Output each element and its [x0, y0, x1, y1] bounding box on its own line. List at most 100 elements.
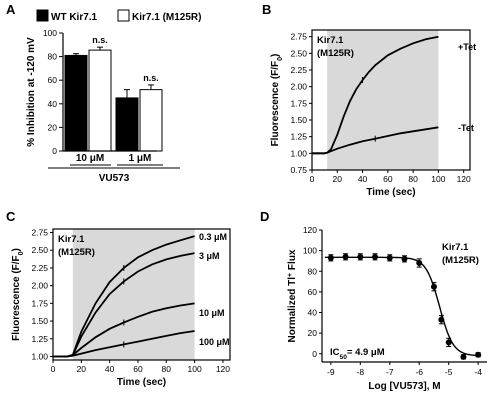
data-point [372, 253, 379, 260]
y-tick-label: 1.25 [31, 334, 48, 344]
y-tick-label: 1.50 [290, 115, 307, 125]
series-label: 3 μM [199, 251, 220, 261]
data-point [401, 255, 408, 262]
y-tick-label-d: 40 [308, 308, 318, 318]
series-label: 100 μM [199, 337, 230, 347]
group-label-vu573: VU573 [99, 173, 130, 184]
y-tick-label-a: 60 [48, 75, 58, 85]
y-tick-label: 2.25 [31, 263, 48, 273]
y-tick-label-d: 80 [308, 266, 318, 276]
chart-title-line-1: Kir7.1 [317, 35, 344, 46]
ns-annotation: n.s. [143, 73, 159, 83]
y-tick-label: 2.25 [290, 65, 307, 75]
x-axis-label-d: Log [VU573], M [368, 381, 440, 392]
x-tick-label: 100 [188, 364, 202, 374]
y-tick-label-a: 80 [48, 52, 58, 62]
data-point [386, 254, 393, 261]
plot-frame [311, 29, 471, 171]
y-tick-label: 1.50 [31, 316, 48, 326]
legend-swatch-wt [36, 9, 49, 22]
panel-d: D 0 20 40 60 80 100 120 -9 -8 -7 -6 -5 -4 Log [VU573],… [260, 209, 487, 392]
y-tick-label: 2.00 [290, 82, 307, 92]
chart-title-line-2: (M125R) [58, 247, 95, 258]
y-tick-label: 2.75 [31, 228, 48, 238]
series-label: -Tet [458, 123, 474, 133]
x-tick-label-d: -6 [415, 367, 423, 377]
data-point [475, 351, 482, 358]
data-point [327, 254, 334, 261]
y-axis-label: Fluorescence (F/F0) [270, 54, 284, 147]
legend-label-wt: WT Kir7.1 [51, 12, 98, 23]
ns-annotation: n.s. [92, 35, 108, 45]
panel-c: C 0 20 40 60 80 100 120 1.00 1.25 1.50 1.75 2.00 2.25… [6, 209, 231, 388]
y-tick-label: 1.00 [31, 351, 48, 361]
chart-title-line-1-d: Kir7.1 [442, 242, 469, 253]
y-tick-label: 1.25 [290, 132, 307, 142]
category-label-1um: 1 μM [129, 153, 152, 164]
y-tick-label-a: 100 [43, 28, 57, 38]
x-tick-label: 20 [77, 364, 87, 374]
x-tick-label: 0 [310, 174, 315, 184]
fit-curve [324, 256, 482, 357]
x-tick-label-d: -8 [357, 367, 365, 377]
y-tick-label: 2.00 [31, 281, 48, 291]
y-tick-label-a: 40 [48, 99, 58, 109]
y-tick-label: 2.50 [290, 48, 307, 58]
ic50-label: IC50= 4.9 μM [330, 347, 385, 361]
y-tick-label-a: 20 [48, 122, 58, 132]
data-point [438, 316, 445, 323]
category-label-10um: 10 μM [76, 153, 104, 164]
panel-letter-b: B [262, 2, 271, 17]
y-tick-label: 0.75 [290, 165, 307, 175]
x-tick-label-d: -5 [445, 367, 453, 377]
series-label: 10 μM [199, 308, 225, 318]
plot-frame [52, 228, 231, 361]
x-tick-label: 60 [383, 174, 393, 184]
x-axis-label: Time (sec) [117, 377, 166, 388]
y-tick-label-d: 20 [308, 328, 318, 338]
chart-title-line-2: (M125R) [317, 48, 354, 59]
y-tick-label-d: 60 [308, 287, 318, 297]
y-tick-label-d: 100 [303, 246, 317, 256]
data-point [357, 253, 364, 260]
y-tick-label-d: 0 [312, 349, 317, 359]
panel-letter-c: C [6, 209, 16, 224]
y-axis-label: Fluorescence (F/F0) [11, 248, 25, 341]
panel-b: B 0 20 40 60 80 100 120 0.75 1.00 1.25 1.50 1.75 2.00… [262, 2, 476, 198]
x-tick-label: 0 [51, 364, 56, 374]
bar [115, 97, 139, 152]
y-axis-label-d: Normalized Tl+ Flux [287, 249, 299, 342]
x-tick-label: 100 [431, 174, 445, 184]
panel-letter-d: D [260, 209, 269, 224]
legend-a: WT Kir7.1 Kir7.1 (M125R) [36, 9, 201, 23]
chart-title-line-2-d: (M125R) [442, 255, 479, 266]
x-tick-label-d: -4 [474, 367, 482, 377]
y-tick-label: 2.75 [290, 32, 307, 42]
series-line [53, 330, 195, 358]
bar [139, 89, 163, 152]
panel-a: A WT Kir7.1 Kir7.1 (M125R) 0 20 40 60 80 100 n.s.… [6, 2, 201, 184]
bar [88, 49, 112, 152]
data-point [430, 283, 437, 290]
data-point [342, 253, 349, 260]
data-point [416, 260, 423, 266]
y-axis-label-a: % Inhibition at -120 mV [26, 37, 37, 147]
x-axis-label: Time (sec) [366, 187, 415, 198]
series-label: +Tet [458, 42, 476, 52]
x-tick-label: 60 [133, 364, 143, 374]
x-tick-label: 80 [408, 174, 418, 184]
y-tick-label: 1.75 [31, 298, 48, 308]
y-tick-label: 2.50 [31, 245, 48, 255]
chart-title-line-1: Kir7.1 [58, 234, 85, 245]
x-tick-label: 40 [358, 174, 368, 184]
y-tick-label: 1.75 [290, 98, 307, 108]
legend-label-m125r: Kir7.1 (M125R) [132, 12, 201, 23]
series-label: 0.3 μM [199, 232, 227, 242]
bar [64, 54, 88, 152]
y-tick-label: 1.00 [290, 148, 307, 158]
x-tick-label: 120 [216, 364, 230, 374]
panel-letter-a: A [6, 2, 16, 17]
x-tick-label-d: -9 [327, 367, 335, 377]
y-tick-label-d: 120 [303, 225, 317, 235]
